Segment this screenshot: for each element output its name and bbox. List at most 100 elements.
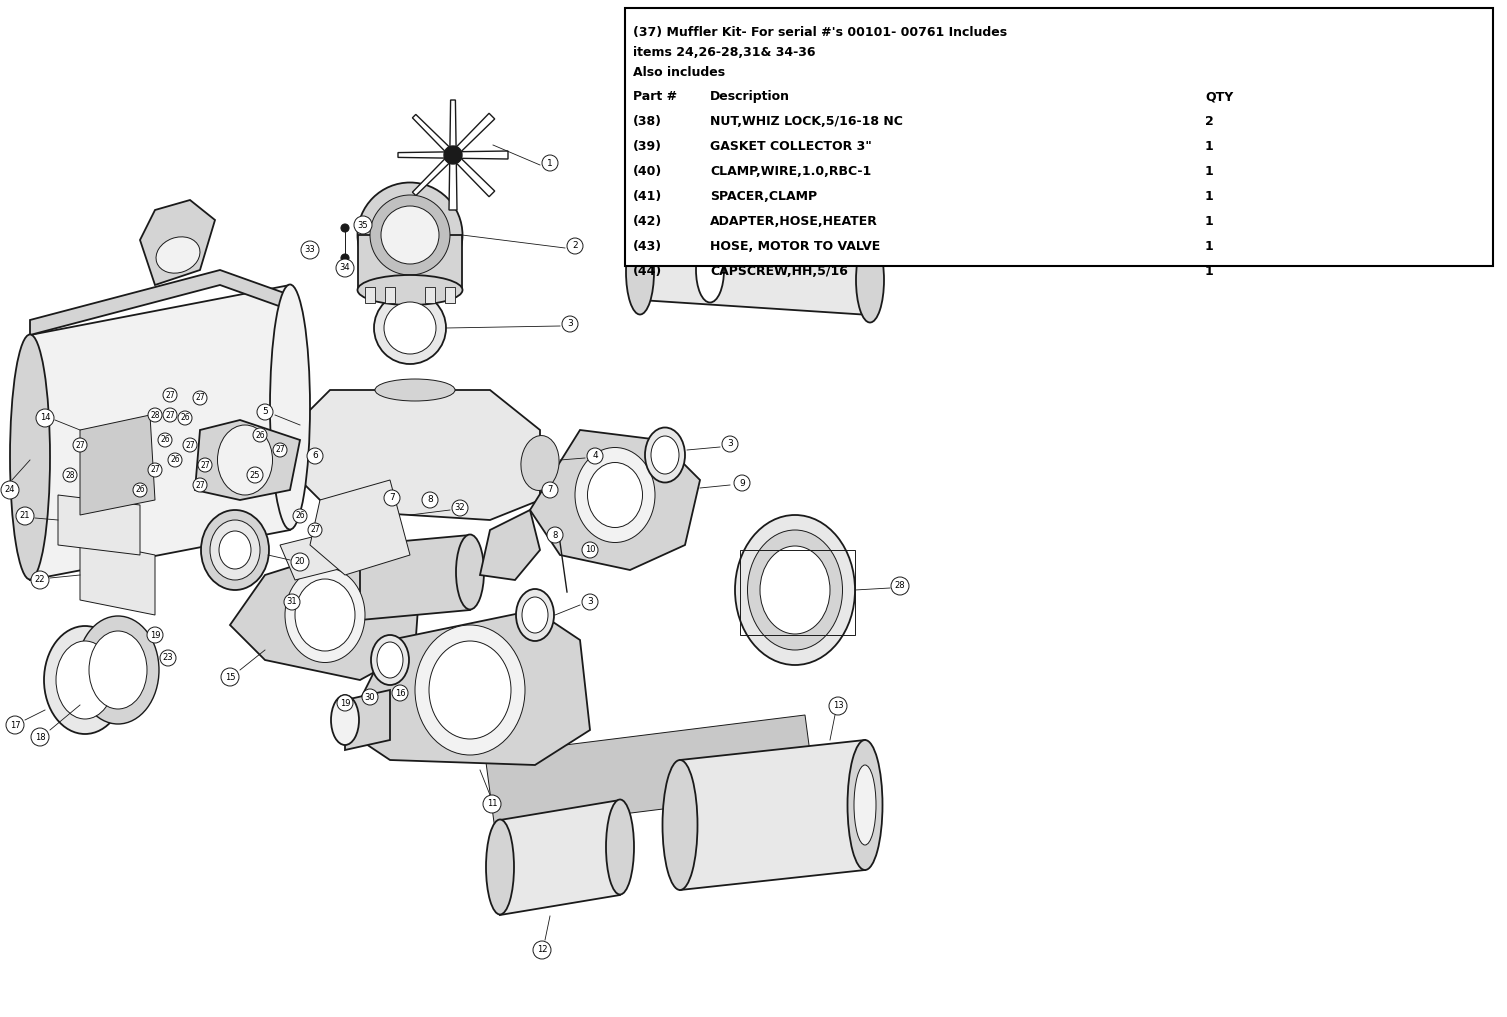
Text: HOSE, MOTOR TO VALVE: HOSE, MOTOR TO VALVE <box>710 240 880 253</box>
Circle shape <box>148 627 163 643</box>
Ellipse shape <box>371 635 408 685</box>
Circle shape <box>708 196 726 214</box>
Ellipse shape <box>414 625 524 755</box>
Circle shape <box>301 241 319 259</box>
Text: 27: 27 <box>310 526 319 535</box>
Polygon shape <box>57 495 140 555</box>
Polygon shape <box>360 535 470 620</box>
Ellipse shape <box>371 195 451 275</box>
Text: 34: 34 <box>339 263 350 273</box>
Ellipse shape <box>77 616 160 724</box>
Polygon shape <box>231 545 420 680</box>
Ellipse shape <box>357 182 463 288</box>
Ellipse shape <box>44 626 127 734</box>
Ellipse shape <box>332 695 359 745</box>
Ellipse shape <box>515 589 555 641</box>
Text: 27: 27 <box>185 440 194 450</box>
Ellipse shape <box>521 435 559 490</box>
Ellipse shape <box>606 799 634 895</box>
Circle shape <box>384 490 399 506</box>
Text: 26: 26 <box>181 414 190 422</box>
Ellipse shape <box>854 765 876 845</box>
Text: (39): (39) <box>633 140 662 153</box>
Circle shape <box>734 475 750 491</box>
Ellipse shape <box>856 238 885 322</box>
Text: 30: 30 <box>365 693 375 702</box>
Circle shape <box>273 443 286 457</box>
Polygon shape <box>481 510 540 580</box>
Text: 5: 5 <box>262 408 268 417</box>
Text: 26: 26 <box>170 456 179 465</box>
Text: 26: 26 <box>255 430 265 439</box>
Ellipse shape <box>56 641 115 719</box>
Circle shape <box>307 448 322 464</box>
Circle shape <box>133 483 148 497</box>
Text: SPACER,CLAMP: SPACER,CLAMP <box>710 190 817 203</box>
Text: 15: 15 <box>225 672 235 681</box>
Text: 27: 27 <box>166 411 175 419</box>
Circle shape <box>222 668 240 686</box>
Polygon shape <box>445 287 455 303</box>
Circle shape <box>148 408 161 422</box>
Circle shape <box>292 508 307 523</box>
Circle shape <box>163 388 176 402</box>
Text: 26: 26 <box>295 512 304 521</box>
Text: 8: 8 <box>552 531 558 539</box>
Circle shape <box>193 478 206 492</box>
Text: 1: 1 <box>1206 140 1213 153</box>
Ellipse shape <box>651 436 680 474</box>
Text: 10: 10 <box>585 545 595 554</box>
Circle shape <box>722 436 738 452</box>
Polygon shape <box>345 610 591 765</box>
Text: 7: 7 <box>547 485 553 494</box>
Circle shape <box>253 428 267 442</box>
Polygon shape <box>449 100 457 210</box>
Text: 22: 22 <box>35 576 45 585</box>
Ellipse shape <box>217 425 273 495</box>
Ellipse shape <box>384 302 436 354</box>
Text: 3: 3 <box>588 598 592 606</box>
Ellipse shape <box>375 379 455 401</box>
Polygon shape <box>680 740 865 890</box>
Circle shape <box>197 458 212 472</box>
Text: 28: 28 <box>65 471 75 479</box>
Bar <box>625 8 1493 266</box>
Ellipse shape <box>377 642 402 678</box>
Text: 26: 26 <box>136 485 145 494</box>
Text: 6: 6 <box>312 452 318 461</box>
Ellipse shape <box>847 740 883 870</box>
Circle shape <box>72 438 87 452</box>
Circle shape <box>307 523 322 537</box>
Polygon shape <box>413 114 494 196</box>
Polygon shape <box>413 113 494 195</box>
Polygon shape <box>384 287 395 303</box>
Text: (38): (38) <box>633 115 662 128</box>
Polygon shape <box>345 690 390 750</box>
Polygon shape <box>194 420 300 500</box>
Text: (43): (43) <box>633 240 662 253</box>
Text: 20: 20 <box>295 557 306 566</box>
Circle shape <box>484 795 500 813</box>
Ellipse shape <box>11 335 50 580</box>
Circle shape <box>247 467 264 483</box>
Ellipse shape <box>645 427 686 482</box>
Text: 35: 35 <box>357 221 368 230</box>
Text: 7: 7 <box>389 493 395 502</box>
Text: Description: Description <box>710 89 790 103</box>
Polygon shape <box>640 230 870 315</box>
Text: 24: 24 <box>5 485 15 494</box>
Text: 21: 21 <box>20 512 30 521</box>
Text: 27: 27 <box>200 461 209 470</box>
Ellipse shape <box>270 285 310 530</box>
Text: 28: 28 <box>895 582 906 591</box>
Polygon shape <box>300 390 540 520</box>
Text: 12: 12 <box>536 946 547 955</box>
Ellipse shape <box>457 535 484 609</box>
Ellipse shape <box>747 530 842 650</box>
Ellipse shape <box>696 238 723 302</box>
Circle shape <box>182 438 197 452</box>
Polygon shape <box>80 540 155 615</box>
Circle shape <box>829 697 847 715</box>
Text: 26: 26 <box>160 435 170 444</box>
Text: Also includes: Also includes <box>633 66 725 79</box>
